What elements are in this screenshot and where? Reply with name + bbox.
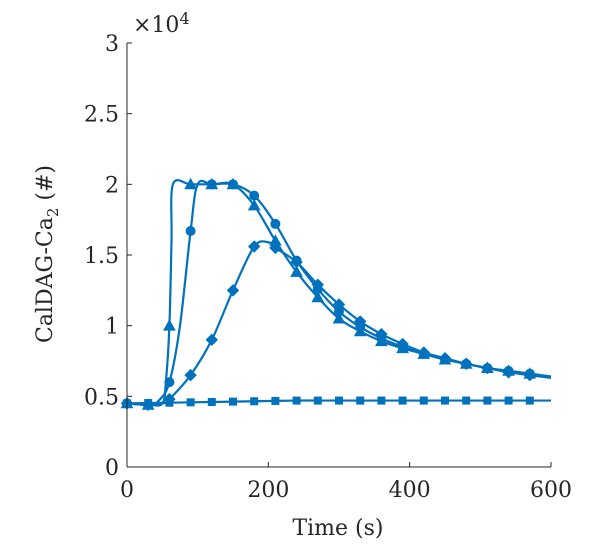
x-axis-label: Time (s) [292,516,383,541]
data-point-diamond [459,357,473,371]
data-point-diamond [205,333,219,347]
y-tick-label: 1.5 [84,244,119,269]
data-point-square [462,396,471,405]
plot-area [120,177,552,412]
series-square [123,396,551,408]
data-point-diamond [523,368,537,382]
data-point-triangle [184,177,197,190]
data-point-diamond [269,241,282,255]
data-point-square [271,396,280,405]
y-tick-label: 0.5 [84,385,119,410]
data-point-square [441,396,449,405]
data-point-square [335,396,343,405]
data-point-diamond [311,278,325,291]
data-point-diamond [226,284,240,297]
x-tick-label: 600 [530,478,572,503]
data-point-square [165,398,174,407]
data-point-diamond [438,351,452,365]
data-point-square [525,396,534,405]
data-point-square [504,396,513,405]
data-point-square [144,399,153,408]
data-point-diamond [502,366,515,379]
axes: 0 200 400 600 0 0.5 1 1.5 2 2.5 3 [84,32,572,503]
data-point-square [292,396,301,405]
data-point-circle [206,179,217,190]
x-tick-label: 0 [120,478,134,503]
data-point-triangle [247,199,261,211]
data-point-square [377,396,386,405]
y-axis-label: CalDAG-Ca2 (#) [33,165,62,343]
data-point-diamond [247,240,261,253]
data-point-diamond [396,337,409,351]
data-point-diamond [481,361,494,375]
y-axis-label-subscript: 2 [44,208,62,218]
data-point-diamond [417,346,431,359]
data-point-square [419,396,428,405]
data-point-triangle [163,319,176,331]
data-point-diamond [375,327,388,341]
data-point-square [186,398,195,407]
data-point-triangle [290,265,303,277]
x-tick-label: 400 [389,478,431,503]
y-axis-label-suffix: (#) [33,165,58,208]
data-point-diamond [290,255,303,269]
data-point-triangle [311,290,325,303]
y-tick-label: 1 [105,315,119,340]
y-exponent-label: ×104 [133,9,190,38]
data-point-circle [270,218,281,229]
y-tick-label: 3 [105,32,119,57]
data-point-square [207,397,216,406]
data-point-square [313,396,322,405]
data-point-square [483,396,492,405]
y-tick-label: 2 [105,173,119,198]
data-point-square [398,396,407,405]
data-point-circle [164,377,175,388]
y-tick-label: 0 [105,456,119,481]
data-point-triangle [332,312,346,324]
data-point-diamond [353,315,367,328]
x-tick-label: 200 [247,478,289,503]
data-point-circle [249,190,260,201]
data-point-circle [228,179,238,190]
y-tick-label: 2.5 [84,103,119,128]
data-point-square [229,397,237,406]
data-point-circle [185,225,196,236]
data-point-square [356,396,365,405]
y-exponent-power: 4 [179,9,189,28]
data-point-diamond [184,368,197,382]
data-point-square [250,397,259,406]
data-point-diamond [332,298,346,311]
